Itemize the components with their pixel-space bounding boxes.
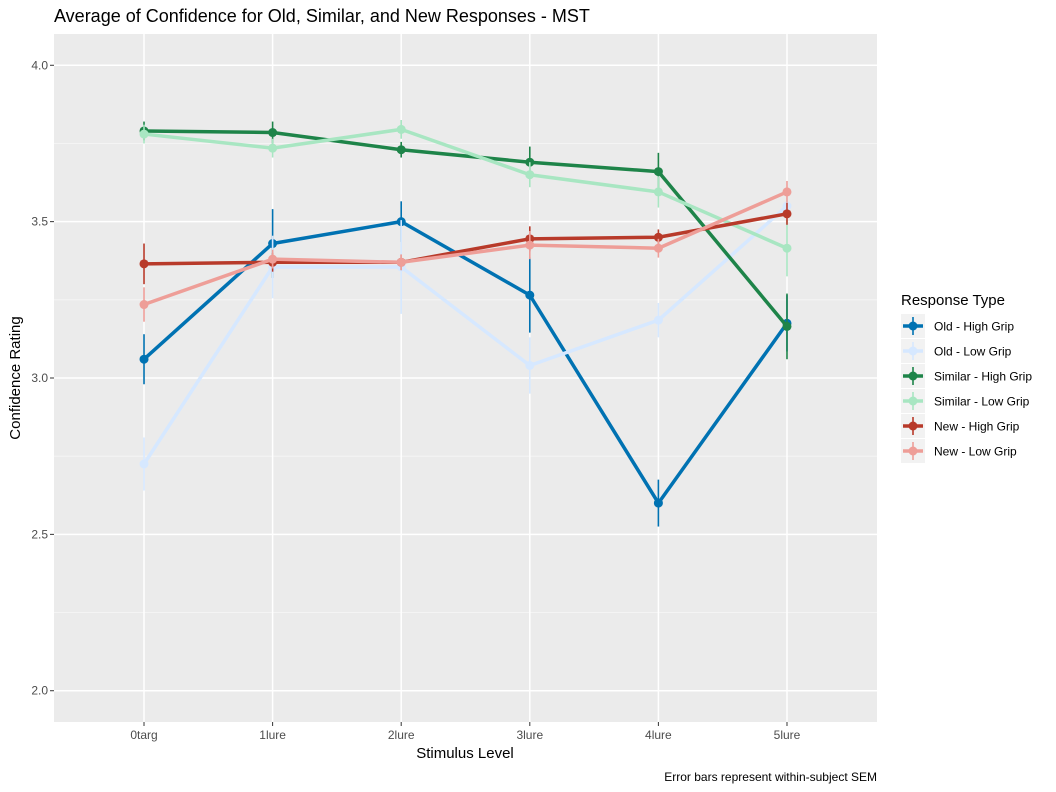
legend-item: Similar - Low Grip bbox=[901, 389, 1030, 413]
data-point bbox=[139, 459, 149, 469]
caption: Error bars represent within-subject SEM bbox=[664, 770, 877, 784]
data-point bbox=[396, 145, 406, 155]
y-tick-label: 2.0 bbox=[31, 684, 48, 698]
legend-item: Similar - High Grip bbox=[901, 364, 1032, 388]
data-point bbox=[525, 170, 535, 180]
legend-label: New - Low Grip bbox=[934, 445, 1017, 459]
y-tick-label: 3.5 bbox=[31, 215, 48, 229]
y-tick-label: 2.5 bbox=[31, 527, 48, 541]
x-tick-label: 1lure bbox=[259, 728, 286, 742]
data-point bbox=[782, 209, 792, 219]
legend-label: New - High Grip bbox=[934, 420, 1020, 434]
axes: 2.0 2.5 3.0 3.5 4.0 0targ 1lure 2lure 3lure 4lure… bbox=[31, 58, 800, 742]
series-new-low-grip bbox=[139, 180, 792, 322]
data-point bbox=[525, 290, 535, 300]
x-tick-label: 3lure bbox=[516, 728, 543, 742]
legend-key-point bbox=[908, 371, 918, 381]
data-point bbox=[268, 254, 278, 264]
data-point bbox=[782, 243, 792, 253]
data-point bbox=[653, 167, 663, 177]
chart-title: Average of Confidence for Old, Similar, … bbox=[54, 6, 590, 26]
data-point bbox=[782, 321, 792, 331]
legend-item: Old - Low Grip bbox=[901, 339, 1012, 363]
data-point bbox=[653, 315, 663, 325]
data-point bbox=[396, 124, 406, 134]
series-line bbox=[143, 212, 788, 266]
data-point bbox=[139, 354, 149, 364]
x-tick-label: 2lure bbox=[388, 728, 415, 742]
legend-label: Similar - High Grip bbox=[934, 370, 1032, 384]
series-similar-low-grip bbox=[139, 120, 792, 277]
legend-label: Old - High Grip bbox=[934, 320, 1014, 334]
data-point bbox=[396, 257, 406, 267]
series-line bbox=[142, 204, 789, 465]
data-point bbox=[525, 240, 535, 250]
series-line bbox=[143, 127, 788, 250]
data-point bbox=[268, 143, 278, 153]
data-point bbox=[139, 259, 149, 269]
x-tick-label: 5lure bbox=[774, 728, 801, 742]
legend-key-point bbox=[908, 346, 918, 356]
data-point bbox=[268, 128, 278, 138]
legend-key-point bbox=[908, 421, 918, 431]
y-tick-label: 3.0 bbox=[31, 371, 48, 385]
x-tick-label: 0targ bbox=[130, 728, 157, 742]
series-line bbox=[143, 190, 788, 307]
legend-key-point bbox=[908, 321, 918, 331]
series-line bbox=[143, 129, 789, 328]
data-point bbox=[653, 187, 663, 197]
legend-label: Old - Low Grip bbox=[934, 345, 1012, 359]
legend: Old - High Grip Old - Low Grip Similar - H… bbox=[901, 314, 1032, 463]
y-axis-title: Confidence Rating bbox=[7, 316, 24, 439]
data-point bbox=[525, 360, 535, 370]
data-point bbox=[782, 187, 792, 197]
series bbox=[139, 120, 792, 527]
legend-key-point bbox=[908, 396, 918, 406]
data-point bbox=[653, 498, 663, 508]
legend-item: New - Low Grip bbox=[901, 439, 1017, 463]
data-point bbox=[139, 129, 149, 139]
legend-key-point bbox=[908, 446, 918, 456]
legend-title: Response Type bbox=[901, 292, 1005, 309]
legend-item: Old - High Grip bbox=[901, 314, 1014, 338]
data-point bbox=[139, 300, 149, 310]
legend-label: Similar - Low Grip bbox=[934, 395, 1030, 409]
legend-item: New - High Grip bbox=[901, 414, 1020, 438]
x-tick-label: 4lure bbox=[645, 728, 672, 742]
data-point bbox=[653, 232, 663, 242]
data-point bbox=[653, 243, 663, 253]
x-axis-title: Stimulus Level bbox=[416, 745, 514, 762]
y-tick-label: 4.0 bbox=[31, 58, 48, 72]
